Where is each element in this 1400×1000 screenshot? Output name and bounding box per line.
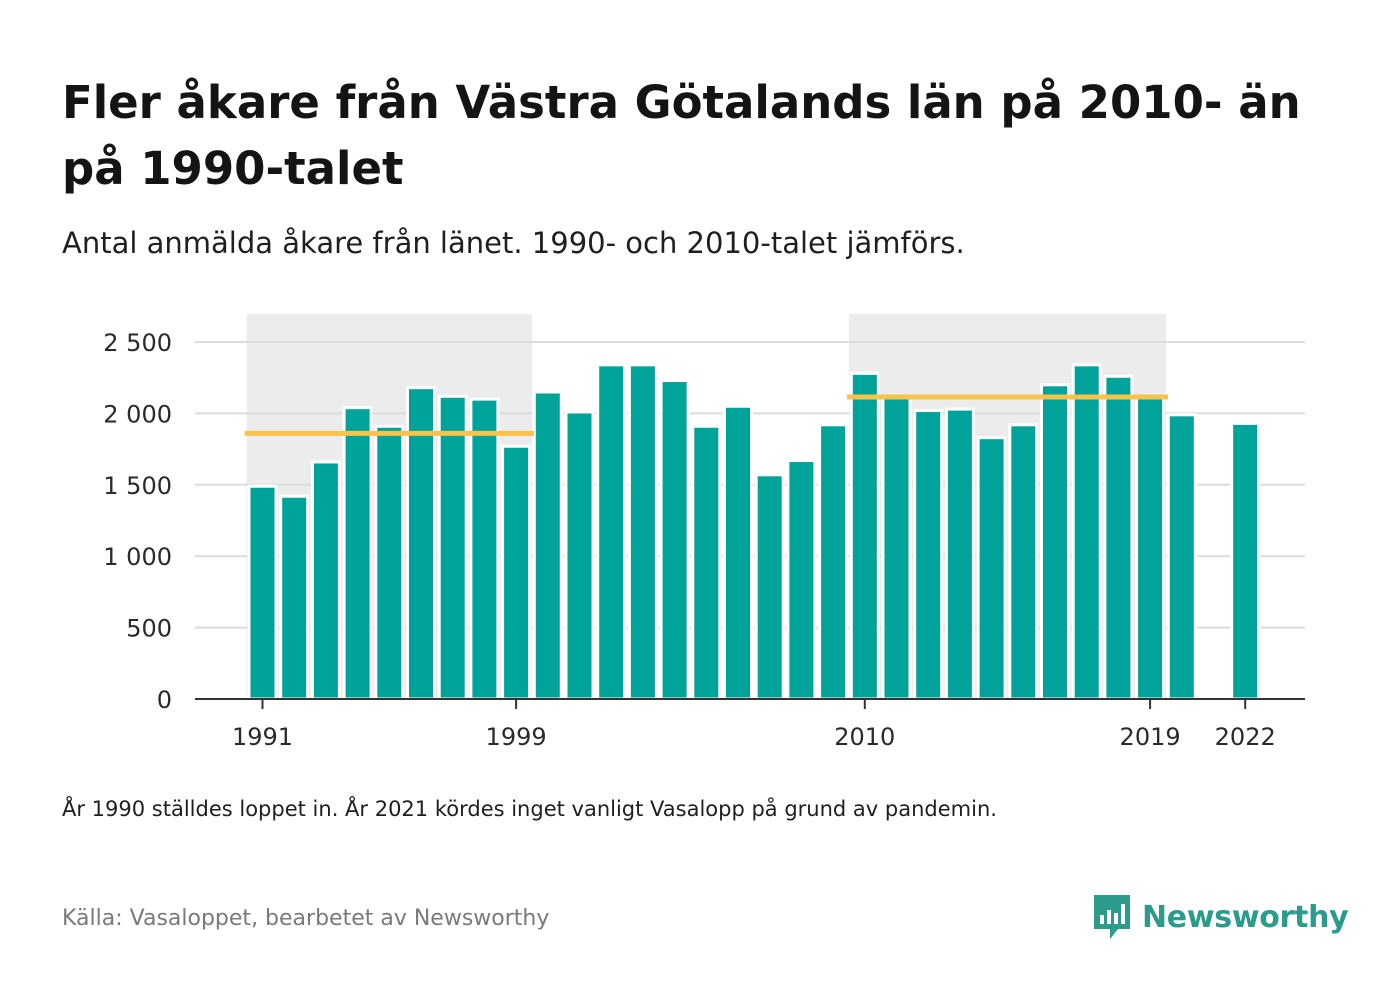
- bar-2008: [786, 459, 817, 701]
- y-tick-label: 2 000: [103, 400, 172, 428]
- bar-2007: [754, 473, 785, 701]
- y-tick-label: 1 000: [103, 543, 172, 571]
- bar-1998: [469, 397, 500, 701]
- newsworthy-icon: [1094, 895, 1130, 939]
- y-tick-label: 0: [157, 686, 172, 714]
- bar-2014: [976, 436, 1007, 701]
- bar-2000: [532, 390, 563, 701]
- bar-2003: [627, 363, 658, 701]
- brand-name: Newsworthy: [1142, 899, 1349, 935]
- bar-1994: [342, 406, 373, 701]
- chart-title: Fler åkare från Västra Götalands län på …: [62, 76, 1301, 195]
- bar-2005: [691, 424, 722, 701]
- y-tick-label: 1 500: [103, 472, 172, 500]
- bar-2015: [1008, 423, 1039, 701]
- bar-2006: [723, 404, 753, 701]
- bar-1992: [279, 494, 310, 701]
- chart-note: År 1990 ställdes loppet in. År 2021 körd…: [62, 797, 997, 821]
- bar-2001: [564, 410, 595, 701]
- bar-1993: [310, 460, 341, 701]
- brand-logo: Newsworthy: [1092, 892, 1349, 942]
- bar-chart: 0 500 1 000 1 500 2 000 2 500 1991 1999 2010 2019…: [103, 314, 1305, 751]
- x-tick-label: 1991: [232, 723, 293, 751]
- bar-2010: [849, 371, 880, 701]
- bar-1997: [437, 394, 468, 701]
- chart-subtitle: Antal anmälda åkare från länet. 1990- oc…: [62, 226, 965, 260]
- bar-2016: [1040, 383, 1070, 701]
- bar-1991: [247, 484, 278, 701]
- bar-2013: [944, 407, 975, 701]
- bar-2018: [1103, 374, 1134, 701]
- bar-2009: [818, 423, 849, 701]
- x-tick-label: 2010: [834, 723, 895, 751]
- x-tick-label: 1999: [486, 723, 547, 751]
- bar-2012: [913, 409, 944, 701]
- bar-2019: [1135, 396, 1166, 701]
- source-credit: Källa: Vasaloppet, bearbetet av Newswort…: [62, 906, 550, 931]
- bar-2011: [881, 394, 912, 701]
- y-tick-label: 500: [126, 615, 172, 643]
- bar-2017: [1071, 363, 1102, 701]
- x-tick-label: 2022: [1215, 723, 1276, 751]
- bar-2022: [1230, 421, 1261, 701]
- average-lines: [244, 394, 1168, 436]
- bar-1999: [501, 444, 532, 701]
- bar-2004: [659, 379, 690, 701]
- axes: 0 500 1 000 1 500 2 000 2 500 1991 1999 2010 2019…: [103, 329, 1305, 751]
- y-tick-label: 2 500: [103, 329, 172, 357]
- bar-2002: [596, 363, 627, 701]
- x-tick-label: 2019: [1120, 723, 1181, 751]
- bar-2020: [1166, 413, 1197, 701]
- bar-1995: [374, 424, 405, 701]
